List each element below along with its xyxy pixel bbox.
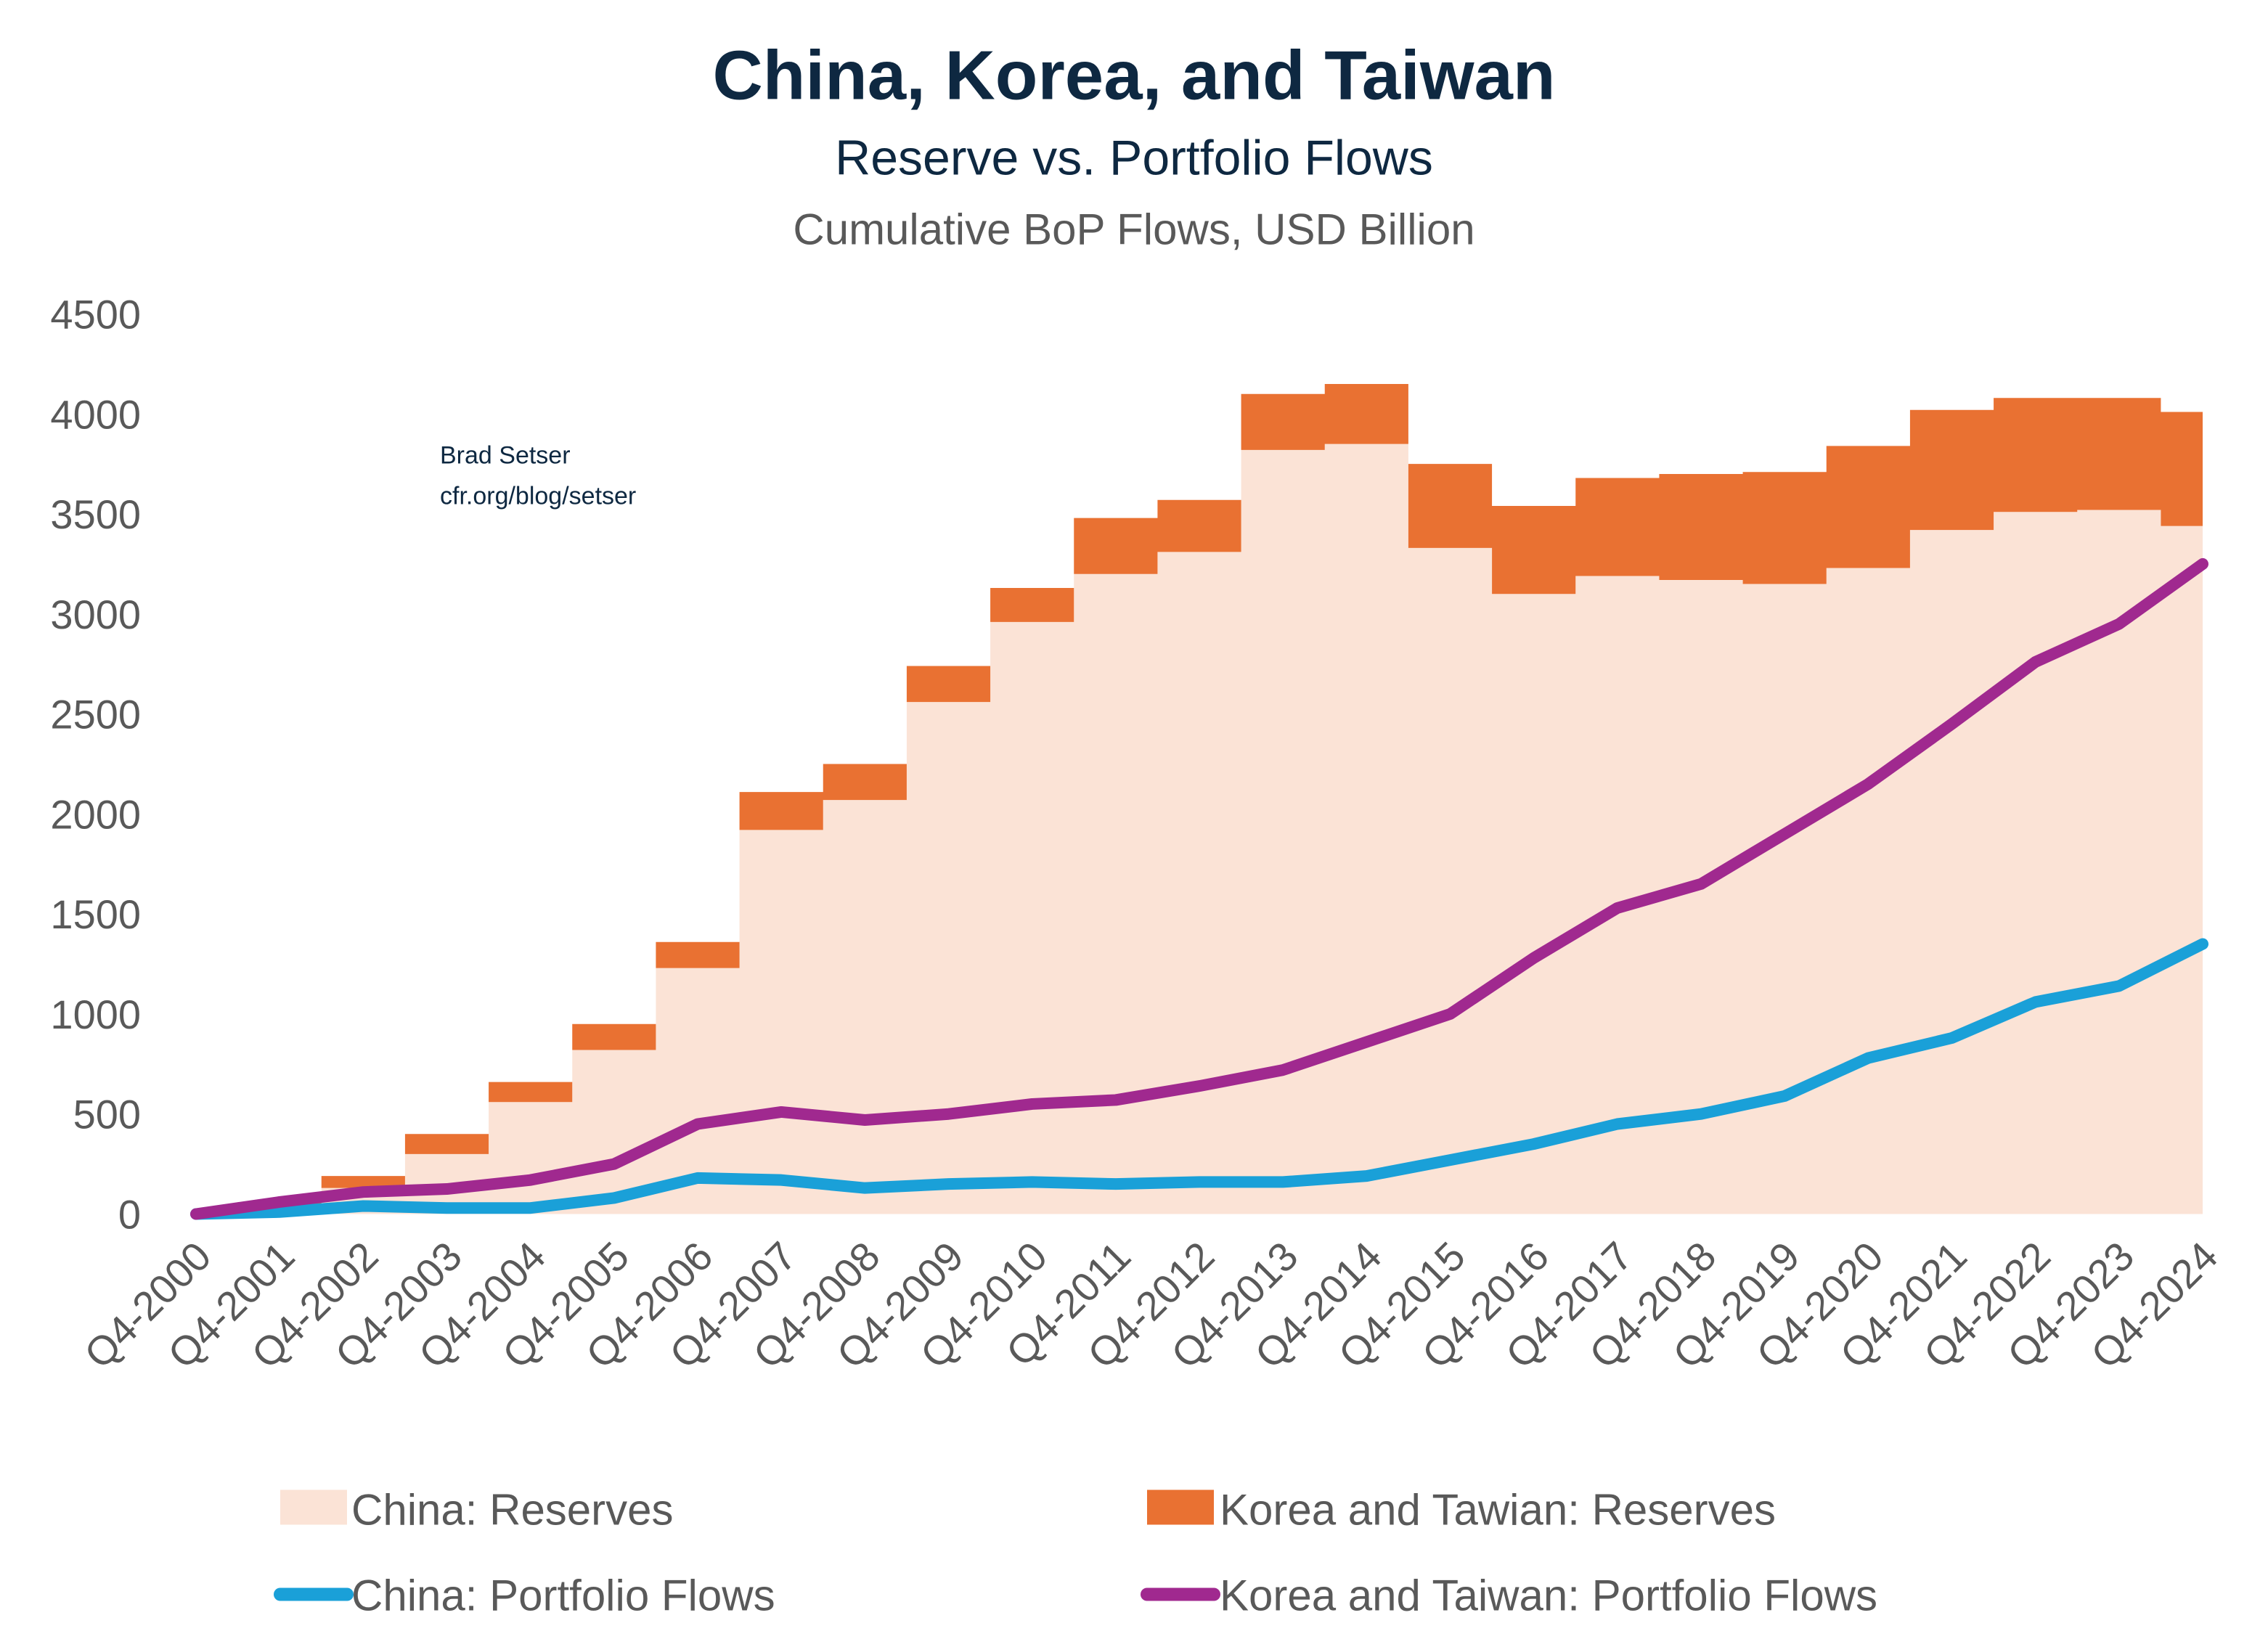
legend-label-china-reserves: China: Reserves [351, 1486, 674, 1534]
y-tick-label: 1500 [50, 891, 141, 937]
y-tick-label: 2500 [50, 692, 141, 737]
y-tick-label: 500 [73, 1092, 141, 1137]
legend-label-china-portfolio: China: Portfolio Flows [351, 1572, 775, 1620]
legend-swatch-kt-reserves [1147, 1489, 1214, 1525]
y-tick-label: 3500 [50, 491, 141, 537]
legend-label-kt-portfolio: Korea and Taiwan: Portfolio Flows [1220, 1572, 1877, 1620]
chart-title: China, Korea, and Taiwan [712, 37, 1555, 115]
author-note: Brad Setser [440, 442, 571, 470]
y-tick-label: 4000 [50, 391, 141, 437]
y-tick-label: 3000 [50, 592, 141, 637]
y-tick-label: 4500 [50, 292, 141, 338]
y-tick-label: 1000 [50, 992, 141, 1037]
author-url: cfr.org/blog/setser [440, 483, 636, 510]
area-china-reserves [196, 444, 2203, 1214]
y-tick-label: 2000 [50, 791, 141, 837]
legend-swatch-china-reserves [280, 1489, 347, 1525]
y-tick-label: 0 [118, 1192, 141, 1238]
legend-label-kt-reserves: Korea and Tawian: Reserves [1220, 1486, 1776, 1534]
area-korea-taiwan-reserves [196, 383, 2203, 1214]
chart-subtitle: Reserve vs. Portfolio Flows [835, 131, 1433, 186]
legend: China: Reserves Korea and Tawian: Reserv… [274, 1486, 1877, 1620]
chart-subtitle-units: Cumulative BoP Flows, USD Billion [793, 205, 1474, 254]
